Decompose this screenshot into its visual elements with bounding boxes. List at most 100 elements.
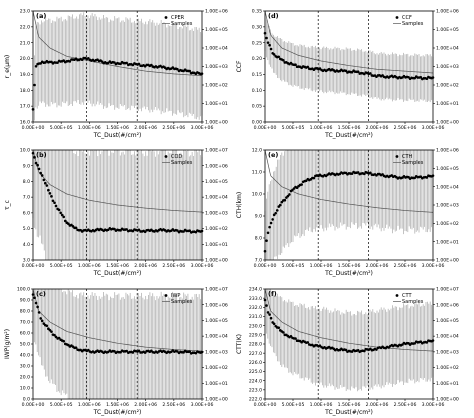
y2-tick-label: 1.00E+06	[205, 302, 228, 308]
y-tick-label: 100.0	[17, 287, 30, 293]
y2-tick-label: 1.00E+05	[205, 318, 228, 324]
data-point	[62, 215, 66, 219]
y-tick-label: 21.0	[20, 40, 30, 46]
y2-tick-label: 1.00E+01	[436, 101, 459, 107]
x-tick-label: 1.50E+06	[338, 402, 361, 408]
y2-tick-label: 1.00E+01	[205, 381, 228, 387]
y2-tick-label: 1.00E+04	[436, 46, 459, 52]
x-tick-label: 1.50E+06	[338, 263, 361, 269]
x-tick-label: 1.00E+06	[310, 125, 333, 131]
data-point	[266, 231, 270, 235]
y-tick-label: 22.0	[20, 24, 30, 30]
y-tick-label: 23.0	[20, 9, 30, 15]
data-point	[125, 228, 129, 231]
chart-panel-e: 7.0 8.0 9.0 10.0 11.0 12.0 1.00E+00 1.00E+01 1.0…	[236, 148, 459, 277]
y2-tick-label: 1.00E+05	[436, 318, 459, 324]
y2-tick-label: 1.00E+03	[205, 210, 228, 216]
x-tick-label: 2.00E+06	[134, 402, 157, 408]
x-tick-label: 2.00E+06	[366, 263, 389, 269]
y2-tick-label: 1.00E+00	[436, 258, 459, 264]
data-point	[63, 219, 67, 223]
y-axis-label: CTT(K)	[236, 334, 243, 354]
y-axis-label: IWP(g/m²)	[4, 329, 11, 359]
samples-line	[32, 10, 203, 77]
data-point	[119, 350, 122, 354]
y2-tick-label: 1.00E+06	[436, 9, 459, 15]
x-tick-label: 2.50E+06	[162, 263, 185, 269]
data-point	[268, 43, 271, 47]
y-tick-label: 231.0	[249, 314, 262, 320]
data-point	[425, 77, 429, 81]
y2-tick-label: 1.00E+05	[436, 27, 459, 33]
data-point	[34, 161, 38, 165]
data-point	[137, 228, 141, 232]
data-point	[277, 55, 281, 59]
data-point	[60, 213, 64, 217]
data-point	[45, 184, 49, 187]
data-point	[265, 239, 268, 242]
data-point	[33, 83, 36, 87]
data-point	[288, 193, 291, 196]
data-point	[57, 208, 61, 212]
data-point	[50, 330, 53, 333]
y-tick-label: 70.0	[20, 320, 30, 326]
data-point	[362, 172, 366, 176]
x-tick-label: 2.50E+06	[394, 125, 417, 131]
data-point	[125, 349, 129, 353]
data-point	[362, 349, 366, 353]
x-tick-label: 1.00E+06	[78, 402, 101, 408]
x-tick-label: 1.00E+06	[310, 263, 333, 269]
y2-tick-label: 1.00E+00	[205, 397, 228, 403]
y-tick-label: 233.0	[249, 296, 262, 302]
legend-marker	[395, 155, 399, 158]
y2-tick-label: 1.00E+03	[436, 64, 459, 70]
x-tick-label: 5.00E+05	[282, 263, 305, 269]
x-tick-label: 3.00E+06	[422, 125, 445, 131]
y-tick-label: 12.0	[252, 148, 262, 154]
x-axis-label: TC_Dust(#/cm²)	[324, 270, 373, 277]
x-tick-label: 2.50E+06	[394, 402, 417, 408]
data-point	[36, 305, 39, 309]
panel-label: (b)	[36, 151, 47, 159]
data-point	[344, 69, 348, 73]
legend-label: Samples	[171, 160, 193, 166]
y2-tick-label: 1.00E+04	[436, 184, 459, 190]
data-point	[37, 167, 41, 171]
data-point	[269, 47, 273, 51]
x-tick-label: 3.00E+06	[422, 263, 445, 269]
y-tick-label: 17.0	[20, 104, 30, 110]
data-point	[47, 188, 50, 192]
y2-tick-label: 1.00E+01	[205, 242, 228, 248]
data-point	[269, 221, 273, 225]
y-tick-label: 9.0	[255, 214, 262, 220]
data-point	[188, 69, 192, 73]
y-tick-label: 0.25	[252, 40, 262, 46]
x-tick-label: 5.00E+05	[50, 402, 73, 408]
y-tick-label: 0.15	[252, 72, 262, 78]
y2-tick-label: 1.00E+06	[436, 302, 459, 308]
x-tick-label: 0.00E+00	[254, 402, 277, 408]
legend-label: Samples	[402, 299, 424, 305]
x-tick-label: 1.00E+06	[78, 263, 101, 269]
data-point	[188, 350, 192, 353]
y-tick-label: 0.30	[252, 24, 262, 30]
x-tick-label: 0.00E+00	[22, 263, 45, 269]
data-point	[34, 64, 38, 68]
data-point	[283, 198, 287, 202]
x-tick-label: 5.00E+05	[282, 402, 305, 408]
data-point	[278, 203, 282, 207]
y-tick-label: 4.0	[23, 242, 30, 248]
y2-tick-label: 1.00E+02	[205, 226, 228, 232]
data-point	[176, 67, 179, 71]
data-point	[42, 178, 46, 182]
y-tick-label: 224.0	[249, 378, 262, 384]
data-point	[268, 225, 271, 229]
x-tick-label: 2.50E+06	[162, 125, 185, 131]
data-point	[67, 222, 70, 226]
x-axis-label: TC_Dust(#/cm²)	[93, 132, 142, 139]
samples-line	[32, 149, 203, 213]
data-point	[294, 63, 297, 66]
x-tick-label: 1.00E+06	[78, 125, 101, 131]
legend-label: IWP	[171, 293, 180, 299]
